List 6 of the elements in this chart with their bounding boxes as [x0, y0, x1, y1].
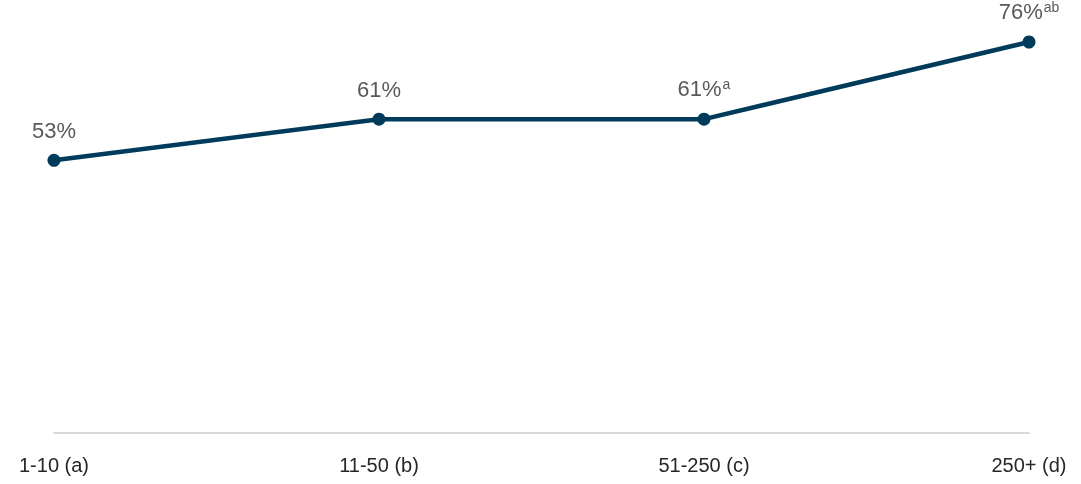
data-label: 61% — [356, 77, 402, 103]
x-tick-label: 11-50 (b) — [339, 454, 419, 476]
x-tick-label: 250+ (d) — [991, 454, 1067, 476]
x-tick-label: 1-10 (a) — [18, 454, 90, 476]
x-tick-label: 51-250 (c) — [658, 454, 750, 476]
data-label: 53% — [31, 118, 77, 144]
